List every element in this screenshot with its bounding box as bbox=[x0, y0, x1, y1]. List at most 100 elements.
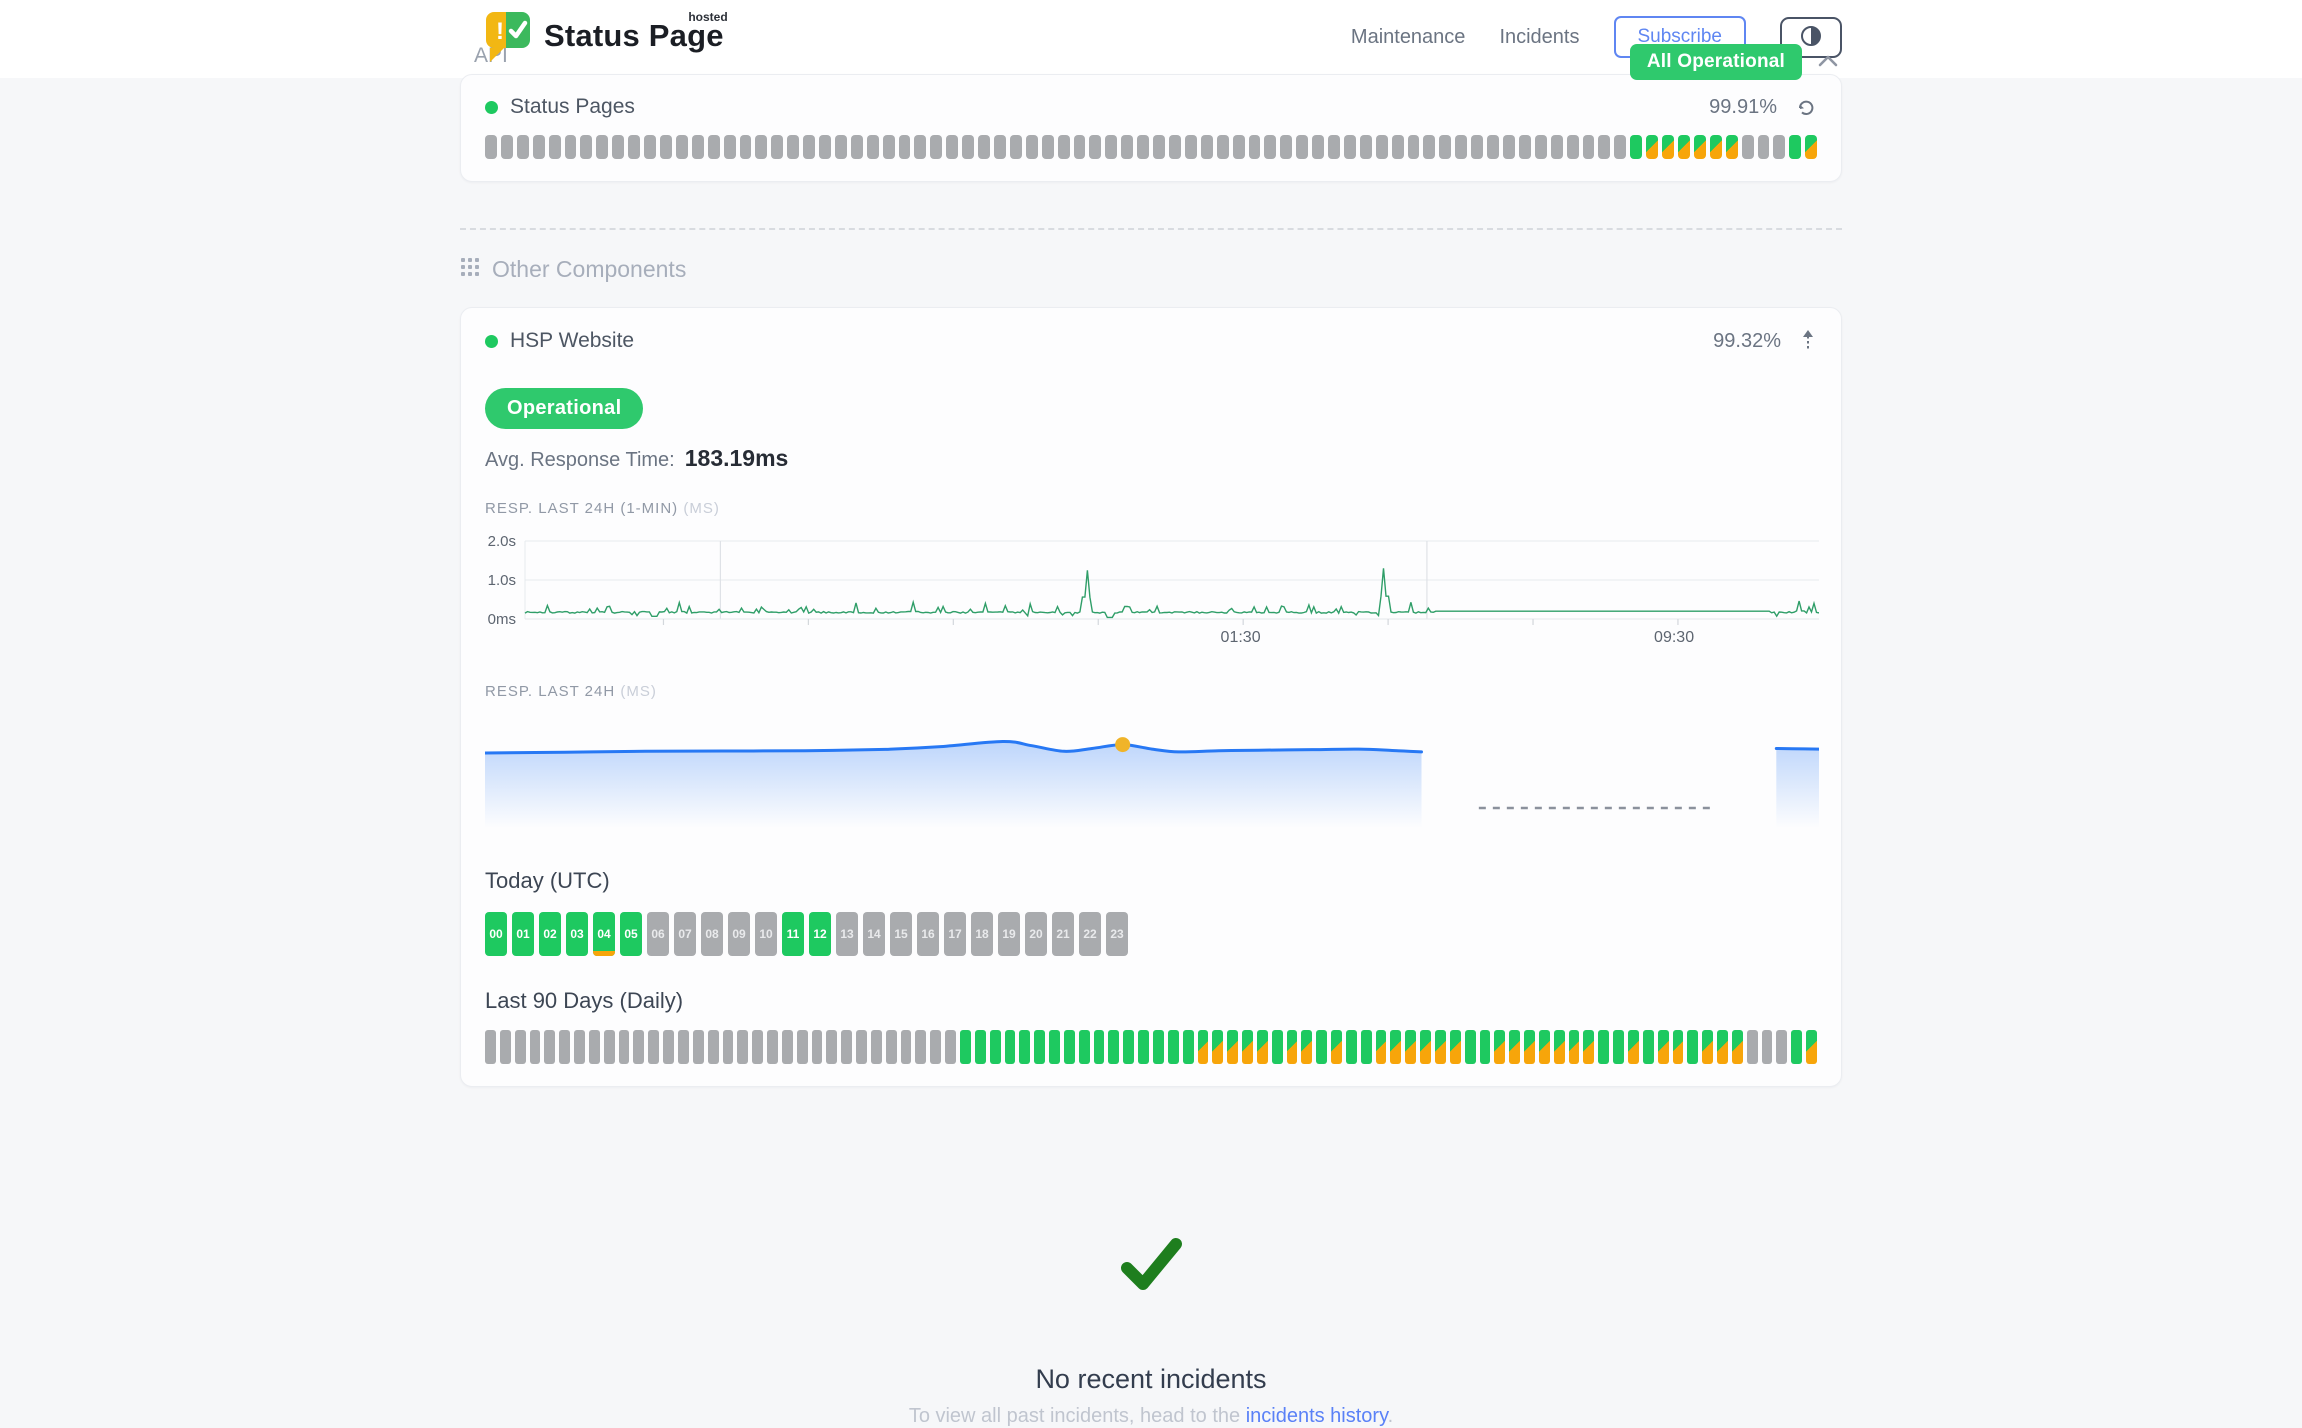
uptime-block-no-data bbox=[1248, 135, 1261, 159]
other-components-title: Other Components bbox=[492, 256, 687, 282]
uptime-block-no-data bbox=[1264, 135, 1277, 159]
uptime-block-no-data bbox=[485, 135, 497, 159]
uptime-block-no-data bbox=[781, 1030, 793, 1064]
uptime-block-no-data bbox=[755, 135, 768, 159]
uptime-block-no-data bbox=[1137, 135, 1150, 159]
uptime-block-no-data bbox=[1041, 135, 1054, 159]
uptime-block-operational bbox=[1078, 1030, 1090, 1064]
uptime-block-partial-outage bbox=[1702, 1030, 1714, 1064]
uptime-block-no-data bbox=[767, 1030, 778, 1064]
uptime-block-no-data bbox=[559, 1030, 571, 1064]
uptime-block-no-data bbox=[659, 135, 672, 159]
no-recent-incidents-title: No recent incidents bbox=[1035, 1364, 1267, 1394]
uptime-block-partial-outage bbox=[1227, 1030, 1239, 1064]
uptime-block-no-data bbox=[603, 1030, 615, 1064]
uptime-block-partial-outage bbox=[1568, 1030, 1580, 1064]
uptime-block-partial-outage bbox=[1242, 1030, 1253, 1064]
hour-block-21: 21 bbox=[1052, 912, 1074, 956]
chevron-up-icon[interactable] bbox=[1814, 49, 1842, 75]
uptime-block-no-data bbox=[945, 1030, 956, 1064]
uptime-block-no-data bbox=[1407, 135, 1420, 159]
uptime-block-no-data bbox=[737, 1030, 749, 1064]
hour-block-04: 04 bbox=[593, 912, 615, 956]
uptime-block-partial-outage bbox=[1583, 1030, 1595, 1064]
uptime-block-no-data bbox=[1216, 135, 1229, 159]
avg-response-label: Avg. Response Time: bbox=[485, 449, 675, 471]
svg-text:01:30: 01:30 bbox=[1221, 629, 1261, 646]
uptime-block-no-data bbox=[1359, 135, 1372, 159]
uptime-block-no-data bbox=[628, 135, 641, 159]
operational-badge: Operational bbox=[485, 388, 644, 429]
hour-block-23: 23 bbox=[1106, 912, 1128, 956]
uptime-block-no-data bbox=[644, 135, 656, 159]
hour-block-14: 14 bbox=[863, 912, 885, 956]
uptime-block-partial-outage bbox=[1693, 135, 1706, 159]
uptime-block-no-data bbox=[1343, 135, 1356, 159]
uptime-block-no-data bbox=[1200, 135, 1213, 159]
uptime-block-no-data bbox=[707, 1030, 719, 1064]
hour-block-10: 10 bbox=[755, 912, 777, 956]
contrast-icon bbox=[1799, 24, 1823, 51]
uptime-block-no-data bbox=[841, 1030, 853, 1064]
uptime-block-no-data bbox=[580, 135, 593, 159]
incidents-history-link[interactable]: incidents history bbox=[1245, 1405, 1388, 1427]
check-icon bbox=[1113, 1238, 1189, 1307]
uptime-block-no-data bbox=[1089, 135, 1102, 159]
uptime-block-partial-outage bbox=[1420, 1030, 1431, 1064]
hour-block-17: 17 bbox=[944, 912, 966, 956]
refresh-icon[interactable] bbox=[1795, 96, 1817, 118]
uptime-block-no-data bbox=[930, 135, 943, 159]
incidents-history-line: To view all past incidents, head to the … bbox=[908, 1405, 1394, 1427]
uptime-block-partial-outage bbox=[1677, 135, 1690, 159]
component-row-status-pages[interactable]: Status Pages 99.91% bbox=[485, 95, 1817, 119]
uptime-block-no-data bbox=[618, 1030, 630, 1064]
uptime-block-no-data bbox=[1776, 1030, 1788, 1064]
uptime-block-no-data bbox=[900, 1030, 912, 1064]
uptime-block-no-data bbox=[752, 1030, 764, 1064]
uptime-block-no-data bbox=[1280, 135, 1293, 159]
uptime-block-no-data bbox=[1375, 135, 1388, 159]
uptime-block-no-data bbox=[1025, 135, 1038, 159]
svg-text:0ms: 0ms bbox=[488, 611, 516, 628]
uptime-block-no-data bbox=[866, 135, 879, 159]
uptime-block-no-data bbox=[564, 135, 577, 159]
uptime-block-operational bbox=[1093, 1030, 1105, 1064]
uptime-block-operational bbox=[1034, 1030, 1046, 1064]
overall-status: All Operational bbox=[1629, 44, 1842, 80]
uptime-block-no-data bbox=[663, 1030, 674, 1064]
uptime-block-no-data bbox=[796, 1030, 808, 1064]
nav-link-incidents[interactable]: Incidents bbox=[1499, 25, 1580, 48]
component-row-hsp-website[interactable]: HSP Website 99.32% bbox=[485, 328, 1817, 354]
status-dot bbox=[485, 334, 498, 348]
hour-block-15: 15 bbox=[890, 912, 912, 956]
uptime-block-no-data bbox=[850, 135, 863, 159]
uptime-block-partial-outage bbox=[1212, 1030, 1224, 1064]
uptime-block-no-data bbox=[915, 1030, 927, 1064]
uptime-block-no-data bbox=[675, 135, 688, 159]
uptime-block-no-data bbox=[787, 135, 800, 159]
hour-block-00: 00 bbox=[485, 912, 507, 956]
last-90-days-row bbox=[485, 1030, 1817, 1064]
svg-text:1.0s: 1.0s bbox=[488, 572, 516, 589]
uptime-block-no-data bbox=[1153, 135, 1165, 159]
uptime-block-partial-outage bbox=[1672, 1030, 1684, 1064]
brand[interactable]: ! Status Page hosted bbox=[482, 8, 728, 71]
uptime-block-partial-outage bbox=[1657, 1030, 1669, 1064]
uptime-block-no-data bbox=[500, 135, 513, 159]
brand-name: Status Page bbox=[544, 18, 724, 53]
uptime-block-no-data bbox=[1534, 135, 1547, 159]
uptime-block-operational bbox=[1464, 1030, 1476, 1064]
hour-block-13: 13 bbox=[836, 912, 858, 956]
brand-superscript: hosted bbox=[688, 10, 728, 24]
uptime-block-no-data bbox=[1598, 135, 1611, 159]
uptime-block-no-data bbox=[1503, 135, 1515, 159]
nav-link-maintenance[interactable]: Maintenance bbox=[1350, 25, 1466, 48]
uptime-block-partial-outage bbox=[1662, 135, 1674, 159]
uptime-block-no-data bbox=[1423, 135, 1436, 159]
hour-block-11: 11 bbox=[782, 912, 804, 956]
uptime-block-no-data bbox=[1773, 135, 1786, 159]
uptime-block-partial-outage bbox=[1494, 1030, 1506, 1064]
component-name: HSP Website bbox=[510, 329, 635, 352]
uptime-block-partial-outage bbox=[1509, 1030, 1521, 1064]
uptime-block-operational bbox=[1791, 1030, 1803, 1064]
